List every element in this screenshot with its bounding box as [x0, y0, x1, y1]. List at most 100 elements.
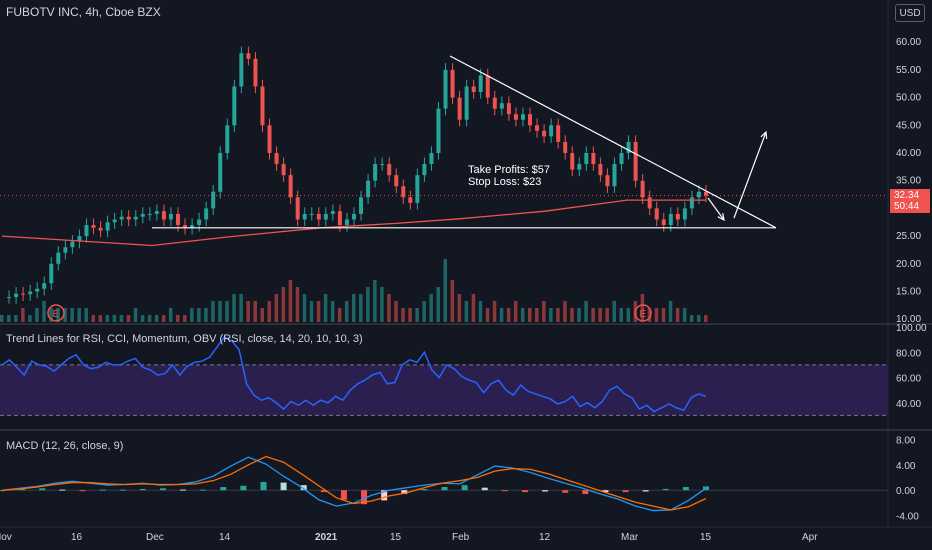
- rsi-tick-label: 100.00: [896, 323, 927, 334]
- candle-body: [570, 152, 575, 170]
- macd-histogram-bar: [79, 490, 86, 492]
- chart-title: FUBOTV INC, 4h, Cboe BZX: [6, 5, 161, 19]
- volume-bar: [380, 287, 384, 322]
- moving-average-line: [1, 199, 706, 247]
- volume-bar: [91, 315, 96, 322]
- volume-bar: [28, 315, 32, 322]
- candle-body: [359, 197, 364, 214]
- candle-body: [605, 175, 610, 187]
- volume-bar: [415, 308, 419, 322]
- volume-bar: [246, 301, 250, 322]
- volume-bar: [387, 294, 391, 322]
- candle-body: [471, 86, 476, 93]
- candle-body: [14, 293, 19, 298]
- volume-bar: [478, 301, 483, 322]
- volume-bar: [337, 308, 342, 322]
- candle-body: [309, 213, 314, 215]
- volume-bar: [612, 301, 616, 322]
- volume-bar: [647, 308, 652, 322]
- candle-body: [506, 103, 511, 115]
- candle-body: [105, 222, 110, 231]
- candle-body: [696, 191, 701, 198]
- volume-bar: [302, 294, 307, 322]
- currency-button[interactable]: USD: [895, 4, 925, 22]
- earnings-marker: [47, 304, 65, 322]
- candle-body: [119, 216, 124, 220]
- earnings-marker-label: E: [640, 309, 647, 320]
- volume-bar: [528, 308, 532, 322]
- candle-body: [640, 180, 645, 198]
- volume-bar: [7, 315, 11, 322]
- candle-body: [253, 58, 258, 87]
- time-tick-label: Apr: [802, 532, 818, 543]
- candle-body: [288, 175, 293, 198]
- candle-body: [344, 219, 349, 226]
- candle-body: [91, 225, 96, 228]
- macd-histogram-bar: [180, 489, 187, 491]
- volume-bar: [408, 308, 412, 322]
- volume-bar: [492, 301, 497, 322]
- volume-bar: [77, 308, 81, 322]
- rsi-tick-label: 60.00: [896, 374, 921, 385]
- volume-bar: [197, 308, 201, 322]
- candle-body: [443, 69, 448, 109]
- candle-body: [70, 241, 75, 248]
- candle-body: [619, 152, 624, 165]
- time-tick-label: 15: [700, 532, 712, 543]
- candle-body: [563, 141, 568, 153]
- take-profits-text: Take Profits: $57: [468, 164, 550, 176]
- candle-body: [408, 197, 413, 203]
- candle-body: [520, 114, 525, 120]
- macd-histogram-bar: [501, 490, 508, 492]
- candle-body: [84, 225, 89, 237]
- candle-body: [436, 108, 441, 153]
- macd-histogram-bar: [99, 489, 106, 491]
- volume-bar: [450, 280, 455, 322]
- candle-body: [35, 288, 40, 292]
- candle-body: [161, 211, 166, 220]
- volume-bar: [330, 301, 335, 322]
- candle-body: [485, 75, 490, 98]
- volume-bar: [654, 308, 659, 322]
- rsi-tick-label: 80.00: [896, 348, 921, 359]
- candle-body: [260, 86, 265, 126]
- macd-histogram-bar: [119, 489, 126, 491]
- volume-bar: [520, 308, 525, 322]
- volume-bar: [70, 308, 74, 322]
- macd-histogram-bar: [59, 489, 66, 491]
- candle-body: [584, 152, 589, 165]
- candle-body: [28, 291, 33, 295]
- volume-bar: [309, 301, 314, 322]
- time-tick-label: Mar: [621, 532, 639, 543]
- macd-histogram-bar: [200, 489, 207, 491]
- volume-bar: [147, 315, 152, 322]
- macd-tick-label: 8.00: [896, 435, 916, 446]
- volume-bar: [542, 301, 546, 322]
- last-price-value: 32.34: [894, 190, 920, 201]
- volume-bar: [535, 308, 539, 322]
- volume-bar: [626, 308, 631, 322]
- volume-bar: [675, 308, 680, 322]
- candle-body: [352, 213, 356, 220]
- volume-bar: [49, 308, 53, 322]
- price-tick-label: 25.00: [896, 231, 921, 242]
- volume-bar: [464, 301, 469, 322]
- price-tick-label: 55.00: [896, 65, 921, 76]
- macd-histogram-bar: [421, 488, 428, 491]
- rsi-tick-label: 40.00: [896, 399, 921, 410]
- volume-bar: [443, 259, 448, 322]
- candle-body: [330, 211, 335, 214]
- volume-bar: [168, 308, 173, 322]
- volume-bar: [661, 308, 666, 322]
- price-tick-label: 40.00: [896, 148, 921, 159]
- volume-bar: [401, 308, 405, 322]
- candle-body: [295, 197, 300, 220]
- volume-bar: [394, 301, 398, 322]
- candle-body: [556, 125, 561, 142]
- macd-histogram-bar: [622, 490, 629, 493]
- candle-body: [598, 164, 603, 176]
- rsi-band: [0, 364, 888, 416]
- candle-body: [154, 211, 159, 214]
- macd-tick-label: 4.00: [896, 461, 916, 472]
